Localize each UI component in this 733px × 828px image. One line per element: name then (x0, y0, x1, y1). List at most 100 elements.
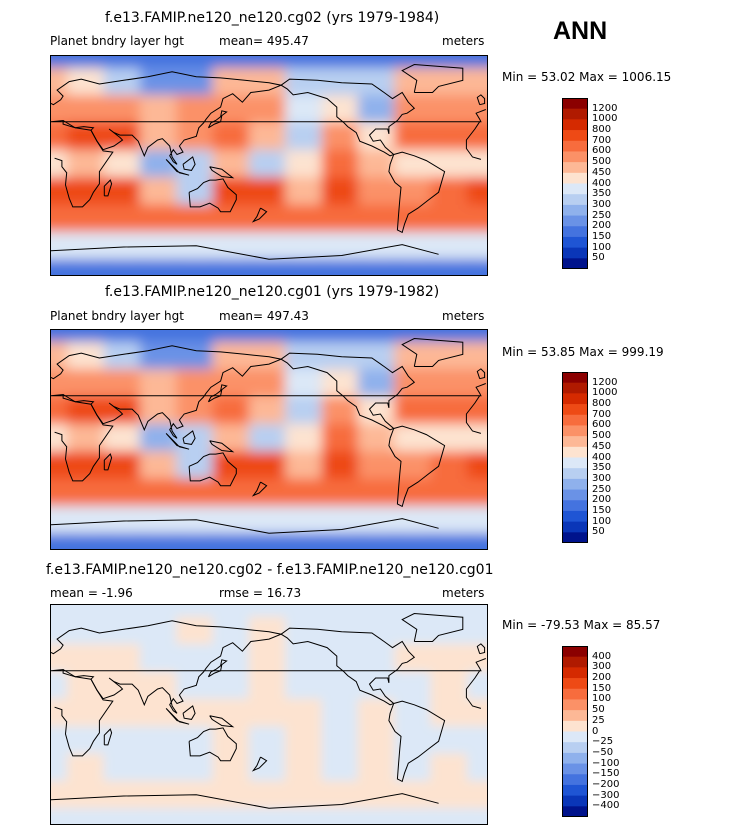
field-cell (67, 478, 108, 510)
field-cell (139, 808, 181, 824)
panel1-mean-value: 495.47 (266, 34, 309, 48)
colorbar-swatch (562, 372, 588, 384)
field-cell (67, 204, 108, 236)
colorbar-tick-label: 250 (592, 209, 612, 221)
panel1-map (50, 55, 488, 276)
colorbar-swatch (562, 656, 588, 668)
field-cell (103, 616, 144, 649)
field-cell (466, 726, 487, 758)
field-cell (466, 259, 487, 275)
field-cell (285, 780, 326, 813)
field-cell (51, 177, 72, 209)
colorbar-swatch (562, 752, 588, 765)
panel1-coastlines (51, 63, 486, 260)
field-cell (139, 177, 181, 209)
field-cell (51, 423, 72, 456)
field-cell (430, 780, 471, 813)
colorbar-tick-label: 600 (592, 145, 612, 157)
field-cell (51, 396, 72, 428)
field-cell (67, 780, 108, 813)
coastline (476, 368, 486, 380)
colorbar-swatch (562, 489, 588, 501)
field-cell (51, 671, 72, 703)
field-cell (285, 451, 326, 483)
colorbar-tick-label: −400 (592, 800, 620, 812)
field-cell (285, 671, 326, 703)
colorbar-tick-label: 100 (592, 241, 612, 253)
field-cell (139, 505, 181, 538)
field-cell (212, 259, 253, 275)
field-cell (321, 177, 362, 209)
field-cell (51, 616, 72, 649)
colorbar-swatch (562, 204, 588, 217)
field-cell (430, 698, 471, 731)
coastline (388, 700, 446, 783)
panel1-colorbar-svg (562, 98, 588, 269)
field-cell (212, 505, 253, 538)
field-cell (394, 423, 435, 456)
field-cell (321, 726, 362, 758)
colorbar-swatch (562, 806, 588, 817)
field-cell (430, 533, 471, 549)
field-cell (176, 231, 217, 264)
panel3-minmax: Min = -79.53 Max = 85.57 (502, 618, 660, 632)
field-cell (212, 231, 253, 264)
colorbar-tick-label: 800 (592, 398, 612, 410)
field-cell (176, 149, 217, 182)
coastline (476, 643, 486, 655)
field-cell (285, 505, 326, 538)
panel3-map-svg (51, 605, 487, 824)
field-cell (285, 396, 326, 428)
colorbar-swatch (562, 720, 588, 732)
colorbar-swatch (562, 236, 588, 249)
panel3-map (50, 604, 488, 825)
colorbar-tick-label: 100 (592, 515, 612, 527)
coastline (103, 453, 113, 471)
colorbar-swatch (562, 119, 588, 131)
field-cell (212, 423, 253, 456)
panel3-max: Max = 85.57 (583, 618, 661, 632)
coastline (188, 727, 237, 762)
colorbar-tick-label: 0 (592, 725, 599, 737)
field-cell (357, 533, 399, 549)
field-cell (103, 478, 144, 510)
field-cell (212, 451, 253, 483)
field-cell (430, 231, 471, 264)
field-cell (248, 478, 290, 510)
season-label: ANN (553, 17, 608, 45)
field-cell (321, 204, 362, 236)
field-cell (212, 698, 253, 731)
field-cell (212, 67, 253, 100)
field-cell (139, 204, 181, 236)
colorbar-swatch (562, 215, 588, 227)
coastline (165, 708, 190, 725)
field-cell (248, 204, 290, 236)
colorbar-tick-label: 200 (592, 220, 612, 232)
field-cell (466, 780, 487, 813)
field-cell (51, 698, 72, 731)
field-cell (321, 698, 362, 731)
field-cell (67, 533, 108, 549)
field-cell (139, 780, 181, 813)
colorbar-tick-label: 400 (592, 650, 612, 662)
colorbar-tick-label: 1000 (592, 113, 618, 125)
field-cell (430, 259, 471, 275)
panel2-mean-value: 497.43 (266, 309, 309, 323)
field-cell (466, 341, 487, 374)
field-cell (321, 451, 362, 483)
panel1-minmax: Min = 53.02 Max = 1006.15 (502, 70, 671, 84)
field-cell (51, 753, 72, 785)
colorbar-swatch (562, 194, 588, 206)
panel2-title: f.e13.FAMIP.ne120_ne120.cg01 (yrs 1979-1… (105, 284, 440, 300)
field-cell (394, 341, 435, 374)
panel3-units: meters (442, 586, 485, 600)
field-cell (357, 204, 399, 236)
field-cell (285, 67, 326, 100)
colorbar-swatch (562, 742, 588, 754)
field-cell (139, 149, 181, 182)
colorbar-tick-label: 300 (592, 198, 612, 210)
field-cell (103, 726, 144, 758)
field-cell (321, 259, 362, 275)
field-cell (430, 478, 471, 510)
coastline (280, 627, 416, 706)
